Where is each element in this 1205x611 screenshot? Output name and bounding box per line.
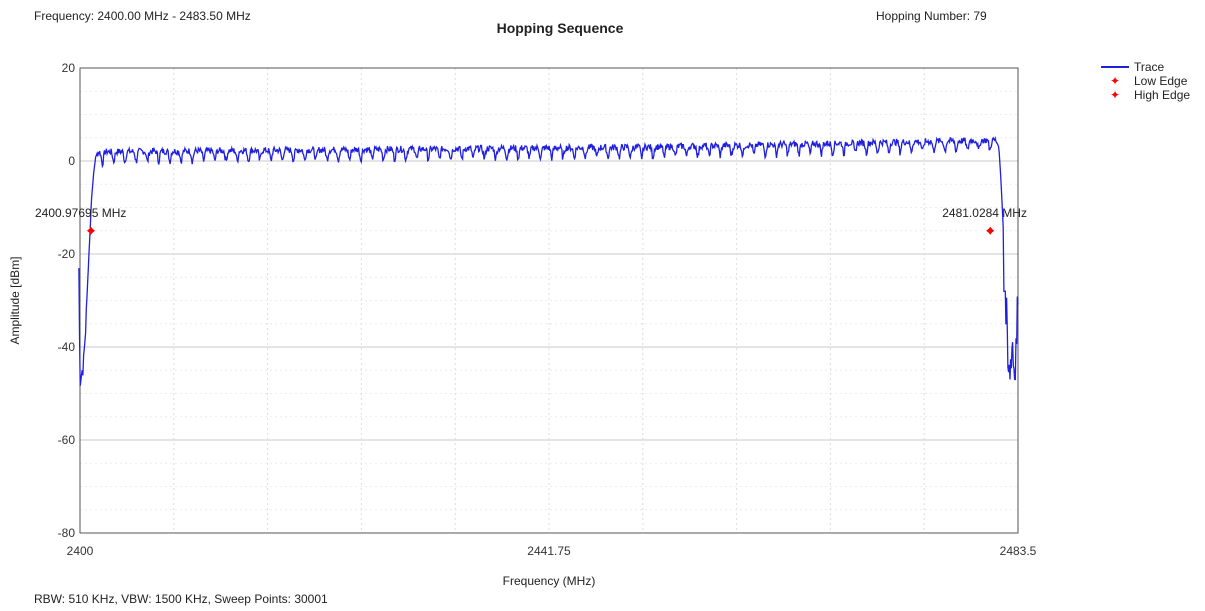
low-edge-label: 2400.97695 MHz [35, 206, 126, 220]
trace-line [78, 135, 1019, 386]
diamond-marker-icon: ✦ [1109, 88, 1121, 102]
legend-label: Trace [1134, 60, 1165, 74]
diamond-marker-icon: ✦ [1109, 74, 1121, 88]
y-tick-label: -20 [58, 247, 76, 261]
y-tick-label: 0 [68, 154, 75, 168]
high-edge-marker [986, 226, 995, 235]
y-tick-labels: 20 0 -20 -40 -60 -80 [58, 61, 76, 540]
legend-label: High Edge [1134, 88, 1191, 102]
y-tick-label: -80 [58, 526, 76, 540]
hopping-number-label: Hopping Number: 79 [876, 9, 987, 23]
y-tick-label: -40 [58, 340, 76, 354]
x-tick-label: 2483.5 [1000, 544, 1037, 558]
x-tick-label: 2400 [67, 544, 94, 558]
x-axis-label: Frequency (MHz) [503, 574, 596, 588]
legend-item-trace: Trace [1100, 60, 1190, 74]
edge-markers: 2400.97695 MHz 2481.0284 MHz [35, 206, 1027, 235]
sweep-settings-label: RBW: 510 KHz, VBW: 1500 KHz, Sweep Point… [34, 592, 328, 606]
legend-item-low-edge: ✦ Low Edge [1100, 74, 1190, 88]
x-tick-label: 2441.75 [527, 544, 571, 558]
trace-line-swatch [1101, 66, 1129, 68]
legend-label: Low Edge [1134, 74, 1188, 88]
chart-title: Hopping Sequence [496, 20, 624, 36]
y-tick-label: -60 [58, 433, 76, 447]
low-edge-marker [86, 226, 95, 235]
y-tick-label: 20 [62, 61, 76, 75]
grid-lines [79, 67, 1019, 534]
high-edge-label: 2481.0284 MHz [942, 206, 1027, 220]
frequency-range-label: Frequency: 2400.00 MHz - 2483.50 MHz [34, 9, 251, 23]
x-tick-labels: 2400 2441.75 2483.5 [67, 544, 1037, 558]
legend-item-high-edge: ✦ High Edge [1100, 88, 1190, 102]
chart-legend: Trace ✦ Low Edge ✦ High Edge [1100, 60, 1190, 102]
y-axis-label: Amplitude [dBm] [8, 256, 22, 344]
